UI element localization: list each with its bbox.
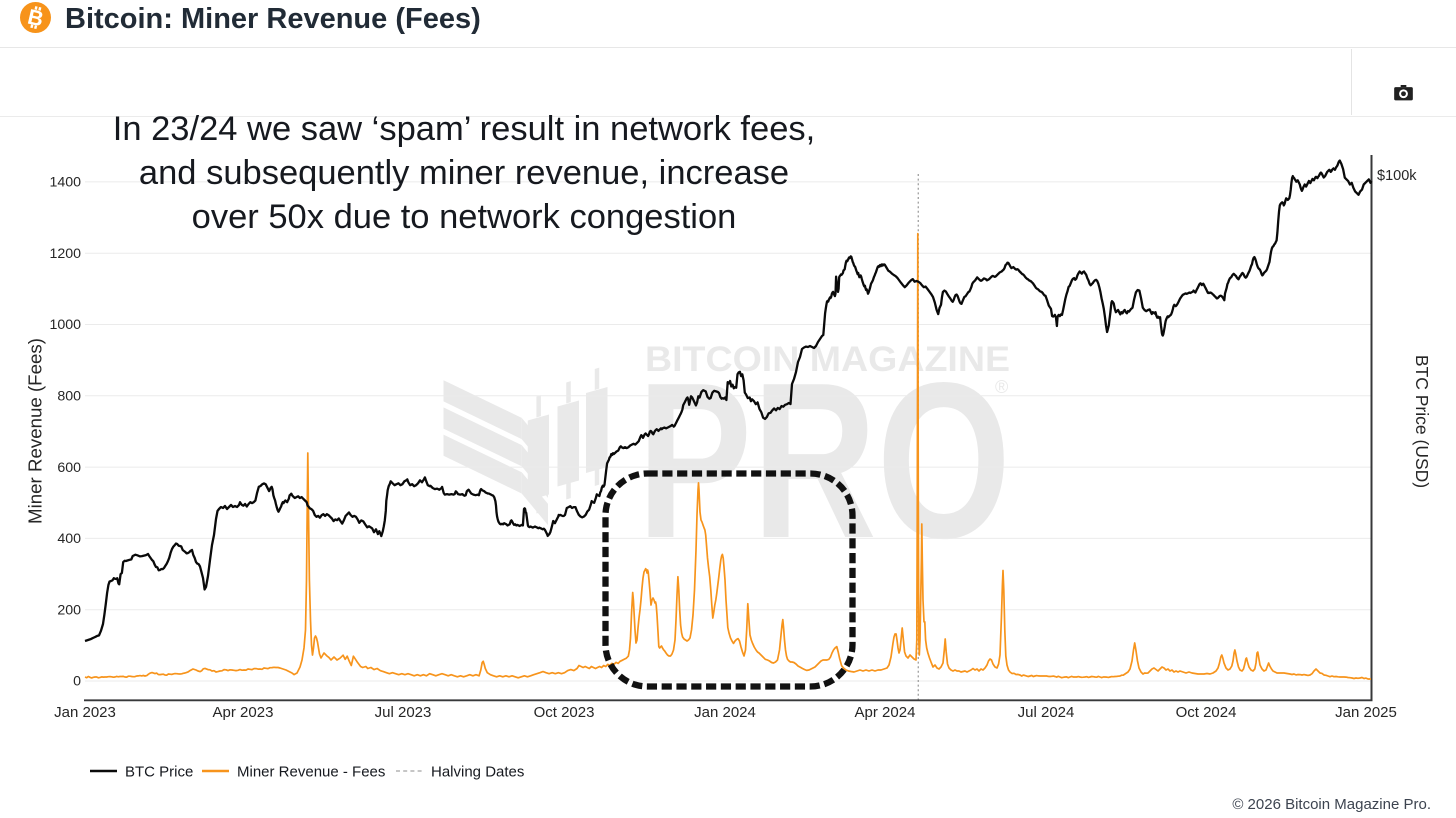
svg-text:Oct 2023: Oct 2023 [534, 704, 595, 721]
svg-text:PRO: PRO [637, 337, 1011, 585]
svg-text:1200: 1200 [49, 246, 81, 262]
svg-text:Oct 2024: Oct 2024 [1176, 704, 1237, 721]
svg-text:BITCOIN MAGAZINE: BITCOIN MAGAZINE [645, 340, 1010, 379]
svg-text:600: 600 [57, 460, 81, 476]
svg-text:Miner Revenue - Fees: Miner Revenue - Fees [237, 764, 385, 781]
svg-text:Halving Dates: Halving Dates [431, 764, 524, 781]
svg-text:®: ® [995, 377, 1008, 397]
svg-text:Jul 2024: Jul 2024 [1018, 704, 1075, 721]
svg-text:Jan 2024: Jan 2024 [694, 704, 756, 721]
svg-text:1000: 1000 [49, 317, 81, 333]
svg-text:$100k: $100k [1377, 168, 1417, 184]
svg-text:400: 400 [57, 531, 81, 547]
svg-text:Jul 2023: Jul 2023 [375, 704, 432, 721]
svg-text:Apr 2024: Apr 2024 [855, 704, 916, 721]
svg-text:Jan 2025: Jan 2025 [1335, 704, 1397, 721]
svg-text:800: 800 [57, 389, 81, 405]
svg-text:BTC Price (USD): BTC Price (USD) [1412, 355, 1432, 488]
svg-text:1400: 1400 [49, 175, 81, 191]
svg-text:Miner Revenue (Fees): Miner Revenue (Fees) [25, 338, 46, 524]
svg-text:BTC Price: BTC Price [125, 764, 193, 781]
svg-text:0: 0 [73, 674, 81, 690]
svg-text:Jan 2023: Jan 2023 [54, 704, 116, 721]
svg-text:200: 200 [57, 602, 81, 618]
svg-text:Apr 2023: Apr 2023 [213, 704, 274, 721]
svg-text:B: B [25, 5, 45, 32]
